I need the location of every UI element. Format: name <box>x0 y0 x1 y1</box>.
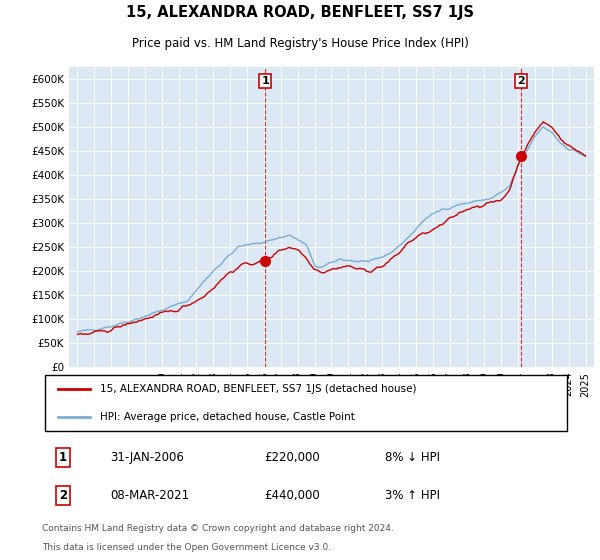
Text: Contains HM Land Registry data © Crown copyright and database right 2024.: Contains HM Land Registry data © Crown c… <box>42 524 394 533</box>
Text: 8% ↓ HPI: 8% ↓ HPI <box>385 451 440 464</box>
Text: £220,000: £220,000 <box>264 451 320 464</box>
Text: 2: 2 <box>59 489 67 502</box>
Text: 08-MAR-2021: 08-MAR-2021 <box>110 489 190 502</box>
Text: 3% ↑ HPI: 3% ↑ HPI <box>385 489 440 502</box>
Text: 31-JAN-2006: 31-JAN-2006 <box>110 451 185 464</box>
FancyBboxPatch shape <box>44 375 568 431</box>
Text: 15, ALEXANDRA ROAD, BENFLEET, SS7 1JS (detached house): 15, ALEXANDRA ROAD, BENFLEET, SS7 1JS (d… <box>100 384 416 394</box>
Text: £440,000: £440,000 <box>264 489 320 502</box>
Text: HPI: Average price, detached house, Castle Point: HPI: Average price, detached house, Cast… <box>100 412 355 422</box>
Text: This data is licensed under the Open Government Licence v3.0.: This data is licensed under the Open Gov… <box>42 543 331 552</box>
Text: Price paid vs. HM Land Registry's House Price Index (HPI): Price paid vs. HM Land Registry's House … <box>131 38 469 50</box>
Text: 1: 1 <box>261 76 269 86</box>
Text: 2: 2 <box>517 76 525 86</box>
Text: 1: 1 <box>59 451 67 464</box>
Text: 15, ALEXANDRA ROAD, BENFLEET, SS7 1JS: 15, ALEXANDRA ROAD, BENFLEET, SS7 1JS <box>126 5 474 20</box>
